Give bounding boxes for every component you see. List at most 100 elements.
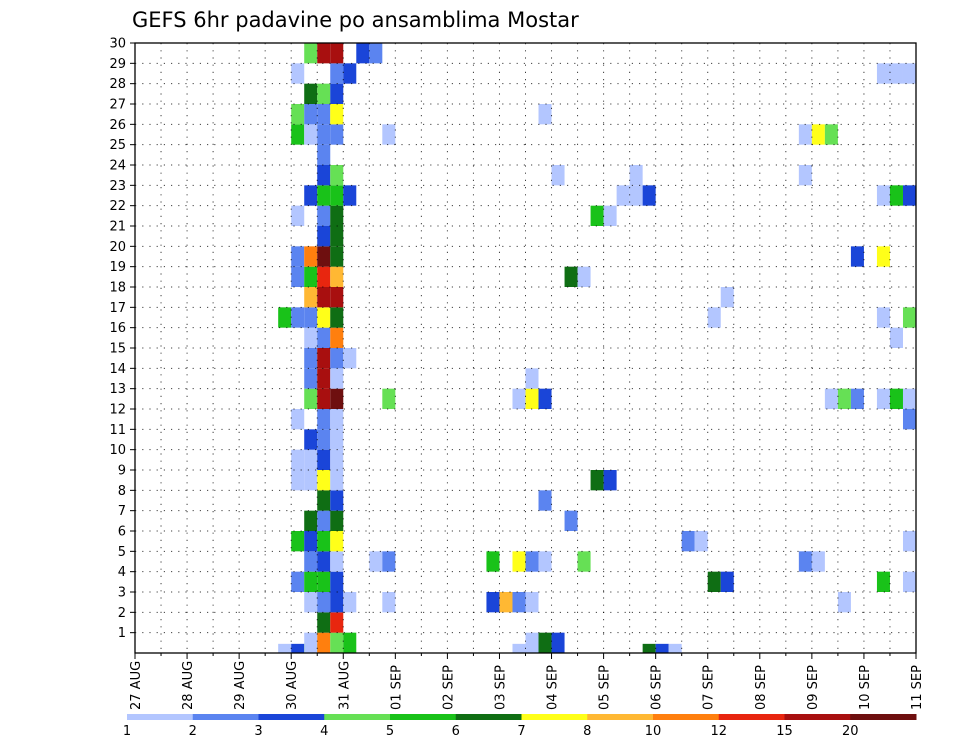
heatmap-cell xyxy=(317,307,331,328)
heatmap-cell xyxy=(382,124,396,145)
heatmap-cell xyxy=(824,388,838,409)
heatmap-cell xyxy=(330,124,344,145)
heatmap-cell xyxy=(304,470,318,491)
heatmap-cell xyxy=(876,185,890,206)
heatmap-cell xyxy=(343,185,357,206)
heatmap-cell xyxy=(291,531,305,552)
heatmap-cell xyxy=(590,205,604,226)
y-tick-label: 18 xyxy=(109,281,126,296)
colorbar-label: 1 xyxy=(123,724,131,739)
y-tick-label: 15 xyxy=(109,342,126,357)
heatmap-cell xyxy=(317,490,331,511)
heatmap-cell xyxy=(317,368,331,389)
heatmap-cell xyxy=(317,388,331,409)
heatmap-cell xyxy=(304,43,318,64)
y-tick-label: 29 xyxy=(109,57,126,72)
heatmap-cell xyxy=(512,592,526,613)
colorbar-label: 4 xyxy=(320,724,328,739)
heatmap-cell xyxy=(525,592,539,613)
heatmap-cell xyxy=(304,632,318,653)
heatmap-cell xyxy=(317,144,331,165)
heatmap-cell xyxy=(304,388,318,409)
heatmap-cell xyxy=(330,592,344,613)
heatmap-cell xyxy=(304,592,318,613)
heatmap-cell xyxy=(330,490,344,511)
x-tick-label: 05 SEP xyxy=(598,665,613,710)
colorbar: 1 2 3 4 5 6 7 8 10 12 15 20 xyxy=(123,714,917,739)
heatmap-cell xyxy=(902,388,916,409)
y-axis-ticks: 1234567891011121314151617181920212223242… xyxy=(109,37,135,641)
y-tick-label: 7 xyxy=(118,504,126,519)
y-tick-label: 27 xyxy=(109,98,126,113)
heatmap-cell xyxy=(486,551,500,572)
y-tick-label: 3 xyxy=(118,586,126,601)
y-tick-label: 4 xyxy=(118,565,126,580)
heatmap-cell xyxy=(902,63,916,84)
y-tick-label: 6 xyxy=(118,525,126,540)
heatmap-cell xyxy=(330,287,344,308)
heatmap-cell xyxy=(278,307,292,328)
heatmap-cell xyxy=(876,571,890,592)
heatmap-cell xyxy=(642,643,656,653)
heatmap-cell xyxy=(330,429,344,450)
heatmap-cell xyxy=(330,612,344,633)
heatmap-cell xyxy=(850,388,864,409)
heatmap-cell xyxy=(317,612,331,633)
colorbar-label: 8 xyxy=(583,724,591,739)
y-tick-label: 21 xyxy=(109,220,126,235)
heatmap-cell xyxy=(629,165,643,186)
heatmap-cell xyxy=(876,63,890,84)
heatmap-cell xyxy=(317,246,331,267)
heatmap-cell xyxy=(317,185,331,206)
heatmap-cell xyxy=(889,388,903,409)
heatmap-cell xyxy=(278,643,292,653)
x-tick-label: 08 SEP xyxy=(754,665,769,710)
colorbar-label: 2 xyxy=(189,724,197,739)
heatmap-cell xyxy=(317,124,331,145)
heatmap-cell xyxy=(603,470,617,491)
colorbar-swatch xyxy=(653,714,720,720)
heatmap-cell xyxy=(902,409,916,430)
heatmap-cell xyxy=(291,449,305,470)
heatmap-cell xyxy=(889,327,903,348)
heatmap-cell xyxy=(343,592,357,613)
heatmap-cell xyxy=(330,246,344,267)
heatmap-cell xyxy=(330,571,344,592)
heatmap-cell xyxy=(317,205,331,226)
heatmap-cell xyxy=(538,104,552,125)
heatmap-cell xyxy=(330,43,344,64)
heatmap-cell xyxy=(603,205,617,226)
y-tick-label: 12 xyxy=(109,403,126,418)
x-tick-label: 01 SEP xyxy=(389,665,404,710)
heatmap-cell xyxy=(317,266,331,287)
heatmap-cell xyxy=(707,571,721,592)
heatmap-cell xyxy=(291,205,305,226)
heatmap-cell xyxy=(811,551,825,572)
colorbar-label: 6 xyxy=(452,724,460,739)
heatmap-cell xyxy=(317,327,331,348)
heatmap-cell xyxy=(304,104,318,125)
heatmap-cell xyxy=(694,531,708,552)
y-tick-label: 28 xyxy=(109,77,126,92)
heatmap-cell xyxy=(369,551,383,572)
heatmap-cell xyxy=(824,124,838,145)
heatmap-cell xyxy=(343,63,357,84)
heatmap-cell xyxy=(850,246,864,267)
heatmap-cell xyxy=(291,266,305,287)
heatmap-cell xyxy=(876,388,890,409)
x-tick-label: 07 SEP xyxy=(702,665,717,710)
grid-lines xyxy=(135,43,916,653)
colorbar-label: 7 xyxy=(517,724,525,739)
heatmap-cell xyxy=(668,643,682,653)
heatmap-cell xyxy=(837,388,851,409)
heatmap-cell xyxy=(330,632,344,653)
heatmap-cell xyxy=(551,165,565,186)
y-tick-label: 5 xyxy=(118,545,126,560)
heatmap-cell xyxy=(382,388,396,409)
heatmap-cell xyxy=(330,307,344,328)
heatmap-cell xyxy=(317,83,331,104)
heatmap-cell xyxy=(317,510,331,531)
heatmap-cell xyxy=(356,43,370,64)
y-tick-label: 11 xyxy=(109,423,126,438)
heatmap-cell xyxy=(330,165,344,186)
